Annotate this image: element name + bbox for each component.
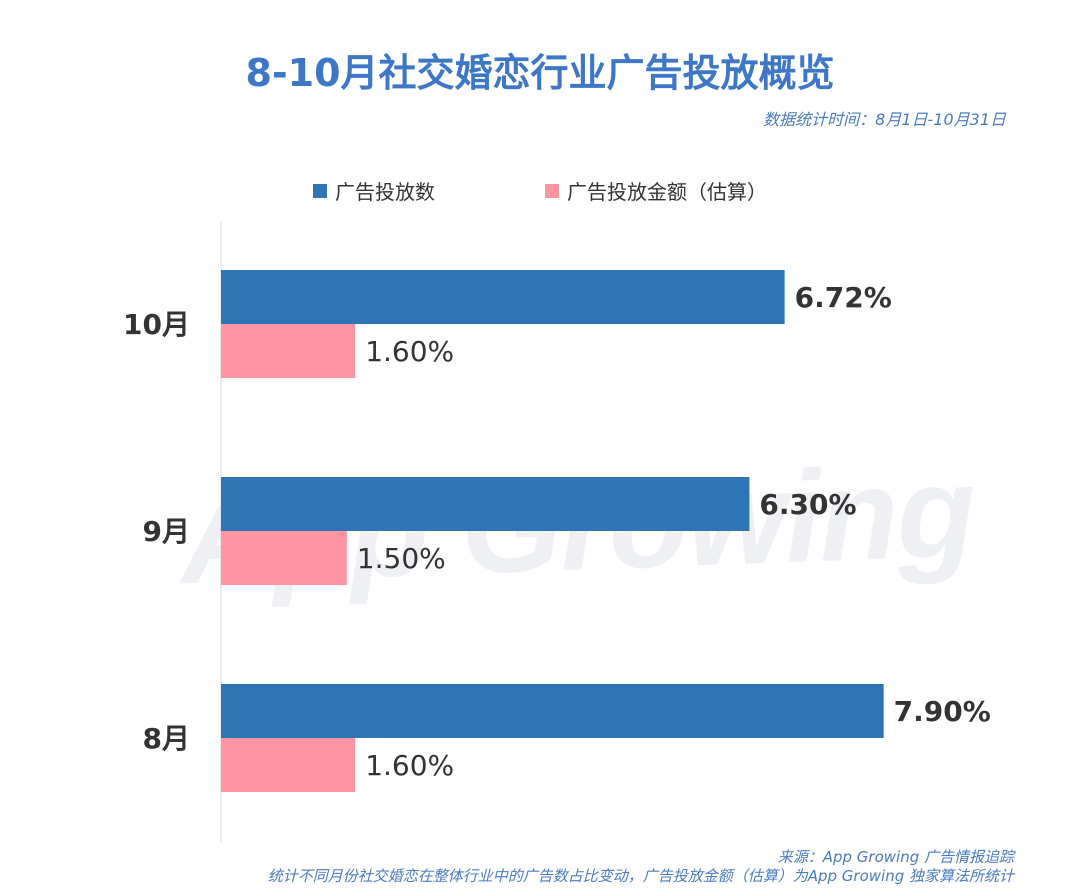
data-label-ad-spend: 1.60% xyxy=(365,335,454,368)
legend-swatch-ad-spend xyxy=(545,183,559,198)
legend-item-ad-count: 广告投放数 xyxy=(313,176,435,205)
method-note: 统计不同月份社交婚恋在整体行业中的广告数占比变动，广告投放金额（估算）为App … xyxy=(267,867,1014,885)
legend-swatch-ad-count xyxy=(313,183,327,198)
chart-title: 8-10月社交婚恋行业广告投放概览 xyxy=(245,51,835,95)
legend-item-ad-spend: 广告投放金额（估算） xyxy=(545,176,767,205)
legend-label-ad-count: 广告投放数 xyxy=(335,180,435,204)
data-label-ad-count: 6.30% xyxy=(759,488,856,521)
bar-ad-spend xyxy=(221,738,356,792)
bar-ad-count xyxy=(221,270,785,324)
legend: 广告投放数 广告投放金额（估算） xyxy=(0,176,1080,205)
date-range-note: 数据统计时间：8月1日-10月31日 xyxy=(763,110,1006,129)
category-label: 9月 xyxy=(143,515,190,548)
category-label: 10月 xyxy=(123,308,190,341)
category-label: 8月 xyxy=(143,722,190,755)
bar-ad-spend xyxy=(221,531,347,585)
source-note: 来源：App Growing 广告情报追踪 xyxy=(777,848,1014,866)
data-label-ad-count: 7.90% xyxy=(894,695,991,728)
bar-ad-count xyxy=(221,684,884,738)
legend-label-ad-spend: 广告投放金额（估算） xyxy=(567,180,767,204)
data-label-ad-spend: 1.60% xyxy=(365,749,454,782)
data-label-ad-spend: 1.50% xyxy=(357,542,446,575)
bar-ad-spend xyxy=(221,324,356,378)
data-label-ad-count: 6.72% xyxy=(795,281,892,314)
bar-ad-count xyxy=(221,477,750,531)
